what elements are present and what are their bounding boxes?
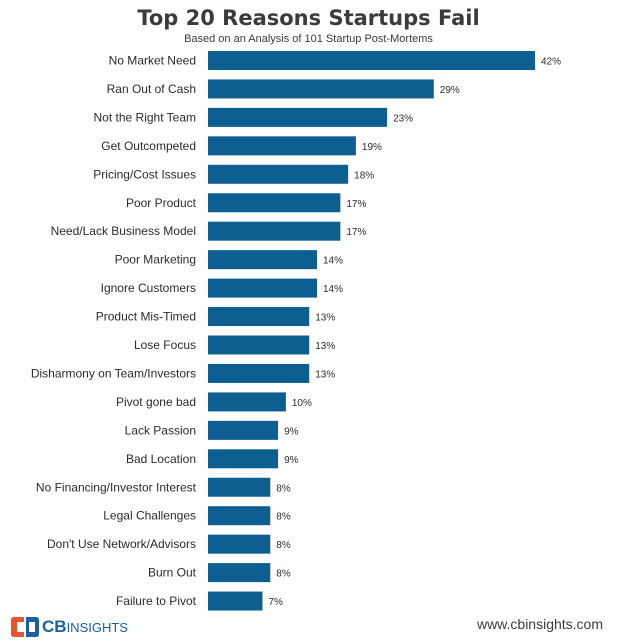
bar — [208, 449, 279, 469]
cbinsights-logo: CBINSIGHTS — [10, 614, 128, 640]
category-label: Bad Location — [126, 452, 196, 466]
category-label: Lack Passion — [125, 423, 196, 437]
value-label: 23% — [393, 113, 413, 124]
value-label: 17% — [346, 227, 366, 238]
logo-wordmark: CBINSIGHTS — [42, 617, 128, 637]
value-label: 14% — [323, 284, 343, 295]
bar — [208, 477, 271, 497]
value-label: 9% — [284, 455, 299, 466]
value-label: 8% — [276, 512, 291, 523]
value-label: 8% — [276, 569, 291, 580]
bar — [208, 420, 279, 440]
website-url: www.cbinsights.com — [476, 616, 603, 632]
bar — [208, 250, 317, 270]
logo-wordmark-bold: CB — [42, 617, 67, 636]
category-label: Not the Right Team — [94, 110, 197, 124]
value-label: 14% — [323, 256, 343, 267]
value-label: 7% — [269, 597, 284, 608]
bar — [208, 51, 535, 70]
bar — [208, 307, 310, 327]
bar — [208, 136, 356, 156]
bar — [208, 591, 263, 611]
value-label: 42% — [541, 57, 561, 68]
logo-wordmark-rest: INSIGHTS — [66, 620, 128, 635]
bar — [208, 221, 341, 241]
category-label: Disharmony on Team/Investors — [31, 366, 196, 380]
category-label: Need/Lack Business Model — [51, 224, 196, 238]
value-label: 29% — [440, 85, 460, 96]
bar — [208, 107, 388, 127]
bar — [208, 193, 341, 213]
value-label: 18% — [354, 170, 374, 181]
chart-title: Top 20 Reasons Startups Fail — [137, 6, 480, 30]
cb-logo-icon — [11, 617, 39, 637]
value-label: 9% — [284, 426, 299, 437]
category-label: Poor Product — [126, 196, 197, 210]
category-label: Ran Out of Cash — [107, 82, 196, 96]
category-label: No Financing/Investor Interest — [36, 480, 197, 494]
category-label: Don't Use Network/Advisors — [47, 537, 196, 551]
bar — [208, 563, 271, 583]
category-label: Burn Out — [148, 566, 197, 580]
bar — [208, 79, 434, 99]
value-label: 17% — [346, 199, 366, 210]
value-label: 8% — [276, 540, 291, 551]
bar — [208, 363, 310, 383]
value-label: 13% — [315, 341, 335, 352]
value-label: 8% — [276, 483, 291, 494]
value-label: 13% — [315, 369, 335, 380]
bar-chart: No Market Need 42% Ran Out of Cash 29% Not t… — [31, 51, 561, 611]
bar — [208, 392, 286, 412]
bar — [208, 164, 349, 184]
category-label: Product Mis-Timed — [96, 310, 196, 324]
category-label: Lose Focus — [134, 338, 196, 352]
category-label: No Market Need — [109, 54, 196, 68]
bar — [208, 335, 310, 355]
category-label: Pricing/Cost Issues — [93, 167, 196, 181]
bar — [208, 534, 271, 554]
value-label: 13% — [315, 313, 335, 324]
category-label: Get Outcompeted — [101, 139, 196, 153]
category-label: Ignore Customers — [101, 281, 196, 295]
category-label: Pivot gone bad — [116, 395, 196, 409]
value-label: 19% — [362, 142, 382, 153]
value-label: 10% — [292, 398, 312, 409]
category-label: Legal Challenges — [103, 509, 196, 523]
bar — [208, 506, 271, 526]
category-label: Poor Marketing — [115, 253, 196, 267]
category-label: Failure to Pivot — [116, 594, 197, 608]
chart-subtitle: Based on an Analysis of 101 Startup Post… — [184, 33, 433, 45]
bar — [208, 278, 317, 298]
